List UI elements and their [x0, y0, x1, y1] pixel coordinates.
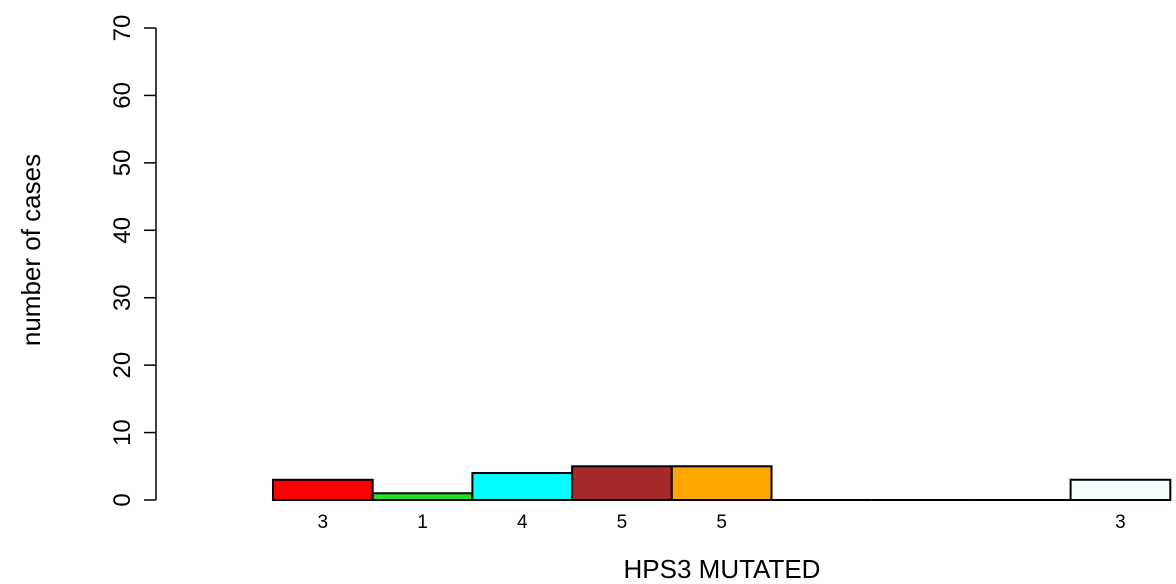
- y-tick-label: 30: [109, 284, 136, 311]
- bar: [1069, 478, 1172, 501]
- y-tick-label: 0: [109, 493, 136, 506]
- y-tick-label: 70: [109, 15, 136, 42]
- bar-count-label: 5: [716, 512, 727, 533]
- bar-count-label: 4: [517, 512, 528, 533]
- bar: [272, 478, 374, 501]
- bar-count-label: 5: [617, 512, 628, 533]
- bar: [371, 492, 474, 501]
- bar: [471, 472, 574, 501]
- y-tick-label: 20: [109, 352, 136, 379]
- bar-count-label: 3: [1115, 512, 1126, 533]
- bar: [670, 465, 773, 501]
- y-tick-label: 40: [109, 217, 136, 244]
- bar-count-label: 3: [318, 512, 329, 533]
- bar: [571, 465, 673, 501]
- x-axis-title: HPS3 MUTATED: [624, 554, 821, 584]
- y-tick-label: 60: [109, 82, 136, 109]
- y-axis-title: number of cases: [16, 154, 46, 346]
- y-axis: 0 10 20 30 40 50 60 70: [109, 15, 157, 507]
- count-labels: 3 1 4 5 5 3: [318, 512, 1126, 533]
- y-tick-label: 10: [109, 419, 136, 446]
- bars: [272, 465, 1172, 501]
- bar-count-label: 1: [417, 512, 428, 533]
- y-tick-label: 50: [109, 150, 136, 177]
